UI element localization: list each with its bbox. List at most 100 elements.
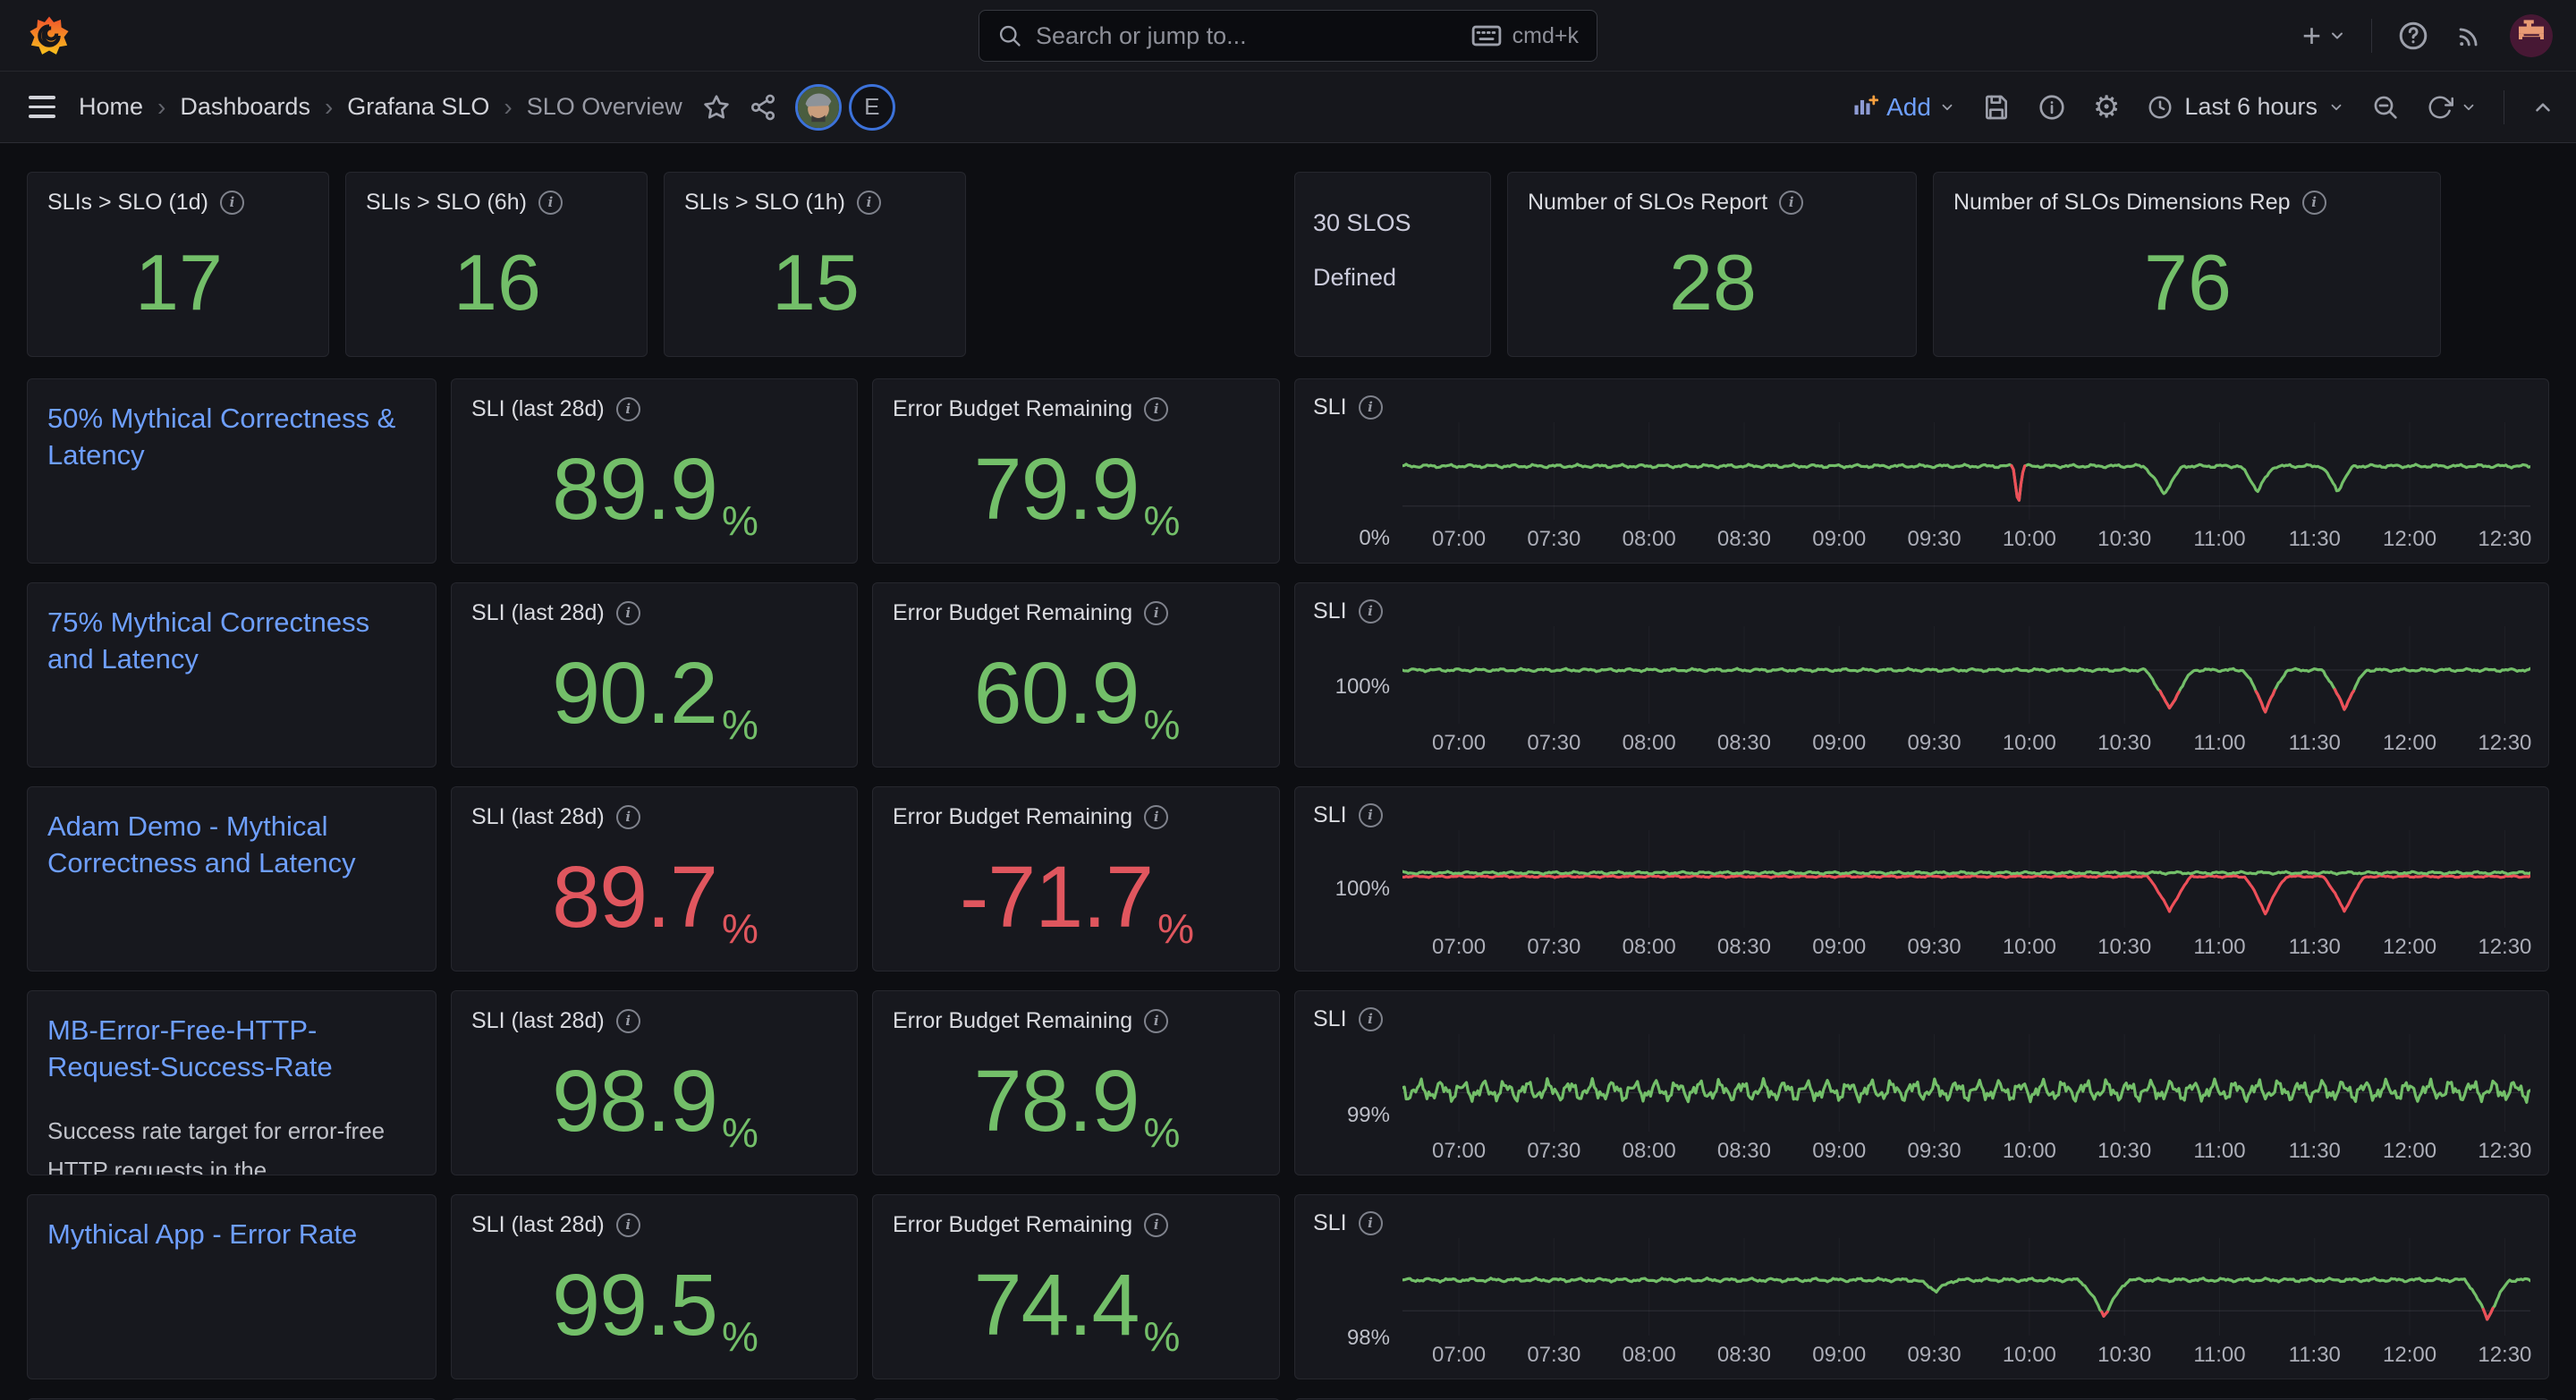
share-button[interactable]	[749, 93, 777, 122]
save-dashboard-button[interactable]	[1982, 93, 2011, 122]
plus-icon: +	[2301, 16, 2321, 54]
slo-name-link[interactable]: Adam Demo - Mythical Correctness and Lat…	[47, 810, 356, 878]
zoom-out-button[interactable]	[2371, 93, 2400, 122]
viewer-avatar-initial[interactable]: E	[848, 83, 895, 131]
x-tick-label: 07:00	[1432, 1139, 1487, 1163]
x-tick-label: 11:30	[2288, 731, 2341, 755]
info-icon[interactable]: i	[1358, 598, 1383, 624]
info-icon[interactable]: i	[1144, 1008, 1169, 1033]
x-axis: 07:00 07:30 08:00 08:30 09:00 09:30 10:00 10:30…	[1402, 1336, 2531, 1373]
info-icon[interactable]: i	[615, 1212, 640, 1237]
sli-timeseries-chart[interactable]	[1402, 1238, 2530, 1336]
help-button[interactable]	[2397, 20, 2429, 52]
stat-value: 28	[1669, 237, 1757, 327]
sli-timeseries-chart[interactable]	[1402, 626, 2530, 724]
divider	[2371, 18, 2372, 53]
slo-row: MB-Error-Free-HTTP-Request-Success-Rate …	[27, 990, 2549, 1175]
x-tick-label: 08:00	[1622, 935, 1676, 959]
sli-timeseries-chart[interactable]	[1402, 1034, 2530, 1132]
info-icon[interactable]: i	[615, 396, 640, 421]
collapse-controls-button[interactable]	[2531, 96, 2555, 119]
x-tick-label: 08:30	[1716, 527, 1771, 551]
summary-row: SLIs > SLO (1d) i 17 SLIs > SLO (6h) i 1…	[27, 172, 2549, 357]
info-icon[interactable]: i	[856, 190, 881, 215]
x-tick-label: 07:30	[1527, 1343, 1581, 1367]
info-icon[interactable]: i	[1144, 396, 1169, 421]
panel-title: SLI (last 28d)	[471, 1211, 605, 1237]
info-icon[interactable]: i	[219, 190, 244, 215]
info-icon[interactable]: i	[1144, 804, 1169, 829]
sli-timeseries-chart[interactable]	[1402, 830, 2530, 928]
x-tick-label: 10:00	[2002, 1139, 2056, 1163]
dashboard-settings-button[interactable]: ⚙	[2093, 92, 2120, 123]
error-budget-value: 78.9	[973, 1052, 1140, 1150]
slo-name-link[interactable]: 50% Mythical Correctness & Latency	[47, 403, 396, 471]
x-tick-label: 08:00	[1622, 1343, 1676, 1367]
x-tick-label: 12:00	[2383, 731, 2437, 755]
clock-icon	[2148, 96, 2172, 118]
sli-timeseries-chart[interactable]	[1402, 422, 2530, 520]
x-axis: 07:00 07:30 08:00 08:30 09:00 09:30 10:00 10:30…	[1402, 928, 2532, 965]
time-range-picker[interactable]: Last 6 hours	[2147, 93, 2344, 121]
info-icon[interactable]: i	[615, 804, 640, 829]
refresh-button[interactable]	[2427, 94, 2477, 121]
sli-value: 89.9	[552, 440, 718, 538]
info-icon[interactable]: i	[538, 190, 563, 215]
x-tick-label: 09:30	[1907, 935, 1962, 959]
x-tick-label: 10:30	[2097, 1343, 2152, 1367]
info-icon[interactable]: i	[2301, 190, 2326, 215]
info-icon[interactable]: i	[1144, 1212, 1169, 1237]
x-tick-label: 07:00	[1432, 1343, 1487, 1367]
grid-spacer	[982, 172, 1278, 357]
dashboard-nav-bar: Home › Dashboards › Grafana SLO › SLO Ov…	[0, 72, 2576, 143]
news-button[interactable]	[2454, 21, 2485, 51]
save-icon	[1985, 95, 2007, 119]
menu-toggle-button[interactable]	[29, 96, 55, 118]
slo-name-panel: Adam Demo - Mythical Correctness and Lat…	[27, 786, 436, 972]
favorite-button[interactable]	[702, 93, 731, 122]
x-tick-label: 12:30	[2478, 935, 2532, 959]
stat-panel-slo-6h: SLIs > SLO (6h) i 16	[345, 172, 648, 357]
slo-name-link[interactable]: 75% Mythical Correctness and Latency	[47, 607, 370, 675]
stat-panel-slo-dimensions: Number of SLOs Dimensions Rep i 76	[1933, 172, 2441, 357]
bar-chart-add-icon	[1854, 95, 1879, 115]
panel-title: Error Budget Remaining	[893, 599, 1133, 625]
breadcrumb-home[interactable]: Home	[79, 93, 144, 120]
info-icon[interactable]: i	[1358, 1210, 1383, 1235]
x-tick-label: 09:30	[1907, 731, 1962, 755]
x-tick-label: 11:00	[2193, 935, 2246, 959]
sli-stat-panel: SLI (last 28d) i 98.9%	[451, 990, 858, 1175]
breadcrumb-dashboards[interactable]: Dashboards	[180, 93, 310, 120]
error-budget-value: -71.7	[960, 848, 1154, 946]
info-icon[interactable]: i	[1779, 190, 1804, 215]
sli-value: 90.2	[552, 644, 718, 742]
x-axis: 07:00 07:30 08:00 08:30 09:00 09:30 10:00 10:30…	[1402, 1132, 2531, 1169]
info-icon[interactable]: i	[1358, 802, 1383, 827]
info-icon[interactable]: i	[1358, 395, 1383, 420]
breadcrumb-folder[interactable]: Grafana SLO	[347, 93, 490, 120]
x-tick-label: 12:00	[2383, 1343, 2437, 1367]
sli-stat-panel: SLI (last 28d) i 99.5%	[451, 1194, 858, 1379]
slo-name-link[interactable]: Mythical App - Error Rate	[47, 1218, 358, 1250]
info-icon[interactable]: i	[1358, 1006, 1383, 1031]
stat-panel-slo-1d: SLIs > SLO (1d) i 17	[27, 172, 329, 357]
user-avatar[interactable]	[2510, 13, 2553, 57]
x-tick-label: 12:30	[2478, 527, 2532, 551]
x-tick-label: 12:00	[2383, 527, 2437, 551]
person-photo-icon	[797, 86, 839, 128]
viewer-avatar-photo[interactable]	[794, 83, 842, 131]
y-axis-tick-label: 0%	[1359, 525, 1390, 550]
dashboard-insights-button[interactable]	[2038, 93, 2066, 122]
x-tick-label: 09:00	[1812, 935, 1867, 959]
slo-name-link[interactable]: MB-Error-Free-HTTP-Request-Success-Rate	[47, 1014, 333, 1082]
grafana-logo[interactable]	[29, 15, 70, 56]
sli-chart-panel: SLI i 100% 07:00 07:30 08:00 08:30 09:00 09:3…	[1294, 786, 2549, 972]
info-icon[interactable]: i	[1144, 600, 1169, 625]
chevron-up-icon	[2536, 102, 2550, 112]
search-input[interactable]: Search or jump to... cmd+k	[979, 10, 1597, 62]
add-panel-button[interactable]: Add	[1852, 93, 1955, 122]
new-menu-button[interactable]: +	[2301, 16, 2346, 54]
info-icon[interactable]: i	[615, 600, 640, 625]
info-icon[interactable]: i	[615, 1008, 640, 1033]
search-icon	[999, 25, 1021, 47]
